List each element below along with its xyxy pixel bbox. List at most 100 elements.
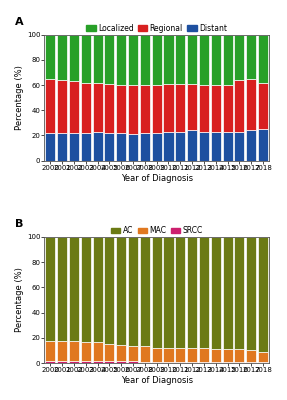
Bar <box>45 237 55 341</box>
Bar <box>234 80 245 132</box>
Bar <box>128 85 138 134</box>
Bar <box>128 35 138 85</box>
Bar <box>222 85 232 132</box>
Bar <box>246 35 256 79</box>
Bar <box>175 348 185 362</box>
Bar <box>81 35 91 82</box>
Bar <box>69 237 79 341</box>
Bar <box>187 84 197 130</box>
Bar <box>222 35 232 85</box>
Bar <box>104 133 115 161</box>
Bar <box>246 237 256 350</box>
Bar <box>93 361 103 363</box>
Bar <box>104 35 115 84</box>
Bar <box>45 341 55 361</box>
Bar <box>45 361 55 363</box>
Bar <box>69 35 79 81</box>
Bar <box>104 344 115 361</box>
Bar <box>187 362 197 363</box>
Bar <box>222 132 232 161</box>
Bar <box>164 84 174 132</box>
Bar <box>234 35 245 80</box>
Legend: Localized, Regional, Distant: Localized, Regional, Distant <box>83 21 230 36</box>
Bar <box>116 237 126 345</box>
Bar <box>81 133 91 161</box>
Bar <box>175 35 185 84</box>
Bar <box>199 348 209 362</box>
Bar <box>116 35 126 85</box>
Bar <box>140 237 150 346</box>
Bar <box>152 348 162 362</box>
Bar <box>57 361 67 363</box>
Bar <box>116 361 126 363</box>
Bar <box>175 362 185 363</box>
Bar <box>222 362 232 363</box>
Bar <box>211 85 221 132</box>
Bar <box>234 349 245 362</box>
Bar <box>199 362 209 363</box>
Bar <box>128 237 138 346</box>
Text: B: B <box>15 219 24 229</box>
Bar <box>116 85 126 133</box>
Bar <box>222 349 232 362</box>
Bar <box>164 348 174 362</box>
Bar <box>258 362 268 363</box>
Bar <box>164 132 174 161</box>
Bar <box>128 134 138 161</box>
Bar <box>81 342 91 361</box>
Bar <box>140 85 150 133</box>
Bar <box>93 82 103 132</box>
Bar <box>246 362 256 363</box>
Bar <box>57 133 67 161</box>
Bar <box>258 352 268 362</box>
Bar <box>57 80 67 133</box>
Bar <box>57 341 67 361</box>
Bar <box>199 35 209 85</box>
Y-axis label: Percentage (%): Percentage (%) <box>15 268 24 332</box>
Bar <box>211 35 221 85</box>
X-axis label: Year of Diagnosis: Year of Diagnosis <box>121 174 193 183</box>
Bar <box>116 133 126 161</box>
Bar <box>187 35 197 84</box>
Bar <box>152 35 162 85</box>
Bar <box>140 346 150 362</box>
Bar <box>140 35 150 85</box>
Bar <box>222 237 232 349</box>
Bar <box>164 362 174 363</box>
Bar <box>199 85 209 132</box>
Bar <box>57 35 67 80</box>
Bar <box>187 130 197 161</box>
Bar <box>152 133 162 161</box>
Legend: AC, MAC, SRCC: AC, MAC, SRCC <box>108 223 205 238</box>
Bar <box>234 237 245 349</box>
Bar <box>128 346 138 361</box>
Bar <box>104 361 115 363</box>
Bar <box>258 129 268 161</box>
Bar <box>199 237 209 348</box>
Bar <box>234 132 245 161</box>
X-axis label: Year of Diagnosis: Year of Diagnosis <box>121 376 193 385</box>
Bar <box>164 35 174 84</box>
Bar <box>69 81 79 133</box>
Bar <box>93 237 103 342</box>
Bar <box>164 237 174 348</box>
Bar <box>104 237 115 344</box>
Y-axis label: Percentage (%): Percentage (%) <box>15 65 24 130</box>
Bar <box>234 362 245 363</box>
Bar <box>246 79 256 130</box>
Bar <box>258 35 268 82</box>
Text: A: A <box>15 17 24 27</box>
Bar <box>246 350 256 362</box>
Bar <box>246 130 256 161</box>
Bar <box>128 361 138 363</box>
Bar <box>140 362 150 363</box>
Bar <box>152 85 162 133</box>
Bar <box>199 132 209 161</box>
Bar <box>69 341 79 361</box>
Bar <box>45 133 55 161</box>
Bar <box>211 237 221 349</box>
Bar <box>187 348 197 362</box>
Bar <box>81 361 91 363</box>
Bar <box>45 35 55 79</box>
Bar <box>258 82 268 129</box>
